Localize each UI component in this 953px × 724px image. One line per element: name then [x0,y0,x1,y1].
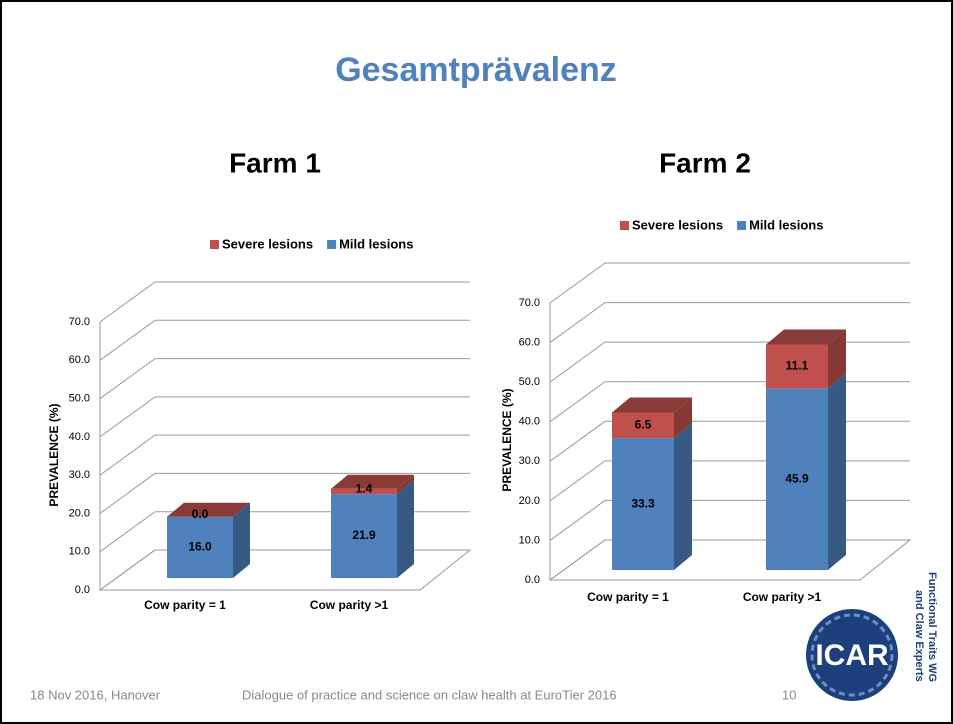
logo-text: ICAR [815,639,889,672]
bar-side [397,474,414,495]
x-tick-label: Cow parity >1 [743,590,822,604]
legend-label: Severe lesions [632,217,723,232]
bar-side [674,397,692,439]
y-tick-label: 50.0 [69,392,90,404]
legend-swatch [737,221,747,230]
footer-page: 10 [782,687,796,702]
grid-line [99,396,470,438]
y-tick-label: 0.0 [525,574,540,586]
bar [612,438,674,570]
y-tick-label: 40.0 [69,431,90,443]
y-tick-label: 10.0 [69,546,90,558]
chart-title: Farm 1 [229,147,321,178]
data-label: 45.9 [785,471,809,485]
data-label: 1.4 [356,482,373,496]
bar [331,488,397,495]
y-tick-label: 10.0 [519,534,540,546]
grid-line [549,302,910,343]
y-tick-label: 30.0 [69,469,90,481]
data-label: 0.0 [192,507,209,521]
data-label: 11.1 [786,359,809,373]
y-tick-label: 70.0 [69,316,90,328]
data-label: 33.3 [631,496,655,510]
grid-line [99,434,470,476]
legend-swatch [210,240,219,249]
bar [766,344,828,389]
bar [612,412,674,439]
y-tick-label: 30.0 [519,455,540,467]
bar-side [828,329,846,389]
logo-caption: Functional Traits WG [926,572,938,682]
bar-side [828,373,846,570]
logo-caption: and Claw Experts [913,590,925,682]
y-tick-label: 70.0 [519,297,540,309]
bar-top [331,474,414,489]
y-tick-label: 50.0 [519,376,540,388]
data-label: 6.5 [635,418,652,432]
x-tick-label: Cow parity >1 [310,598,389,612]
legend-label: Mild lesions [749,217,823,232]
chart-title: Farm 2 [659,147,751,178]
y-tick-label: 60.0 [69,354,90,366]
legend-swatch [327,240,337,249]
y-tick-label: 40.0 [519,416,540,428]
bar [167,516,233,578]
logo-circle [806,609,898,701]
grid-line [99,319,470,361]
y-tick-label: 0.0 [75,584,90,596]
y-tick-label: 20.0 [519,495,540,507]
slide-title: Gesamtprävalenz [335,51,617,89]
bar-side [233,502,250,578]
x-tick-label: Cow parity = 1 [144,598,226,612]
bar-side [397,480,414,578]
grid-line [549,262,910,304]
data-label: 16.0 [188,540,212,554]
y-axis-label: PREVALENCE (%) [47,403,61,506]
bar-top [612,397,692,413]
bar [766,388,828,570]
grid-line [99,472,470,514]
footer-event: Dialogue of practice and science on claw… [242,687,617,702]
grid-line [99,281,470,323]
logo-ring [810,613,894,697]
grid-line [99,358,470,399]
data-label: 21.9 [352,528,376,542]
y-tick-label: 20.0 [69,507,90,519]
legend-swatch [620,221,629,230]
footer-date: 18 Nov 2016, Hanover [30,687,161,702]
legend-label: Mild lesions [339,236,413,251]
legend-label: Severe lesions [222,236,313,251]
x-tick-label: Cow parity = 1 [587,590,669,604]
bar-top [766,329,846,345]
y-tick-label: 60.0 [519,336,540,348]
bar-top [167,502,250,517]
y-axis-label: PREVALENCE (%) [500,388,514,491]
bar-side [674,423,692,570]
bar [331,494,397,578]
